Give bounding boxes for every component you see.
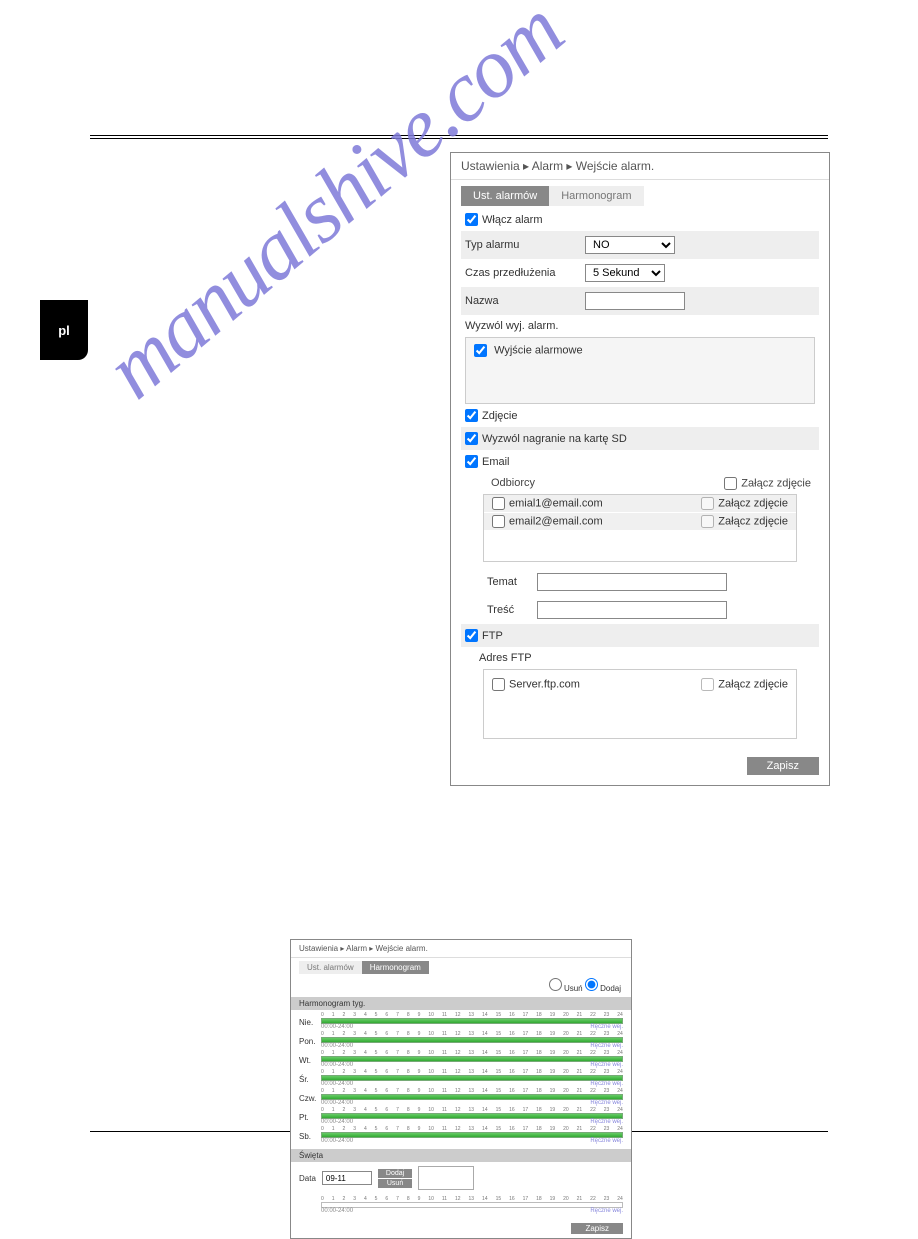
day-label: Sb.	[299, 1126, 321, 1141]
holiday-range: 00:00-24:00	[321, 1208, 353, 1214]
schedule-panel: Ustawienia ▸ Alarm ▸ Wejście alarm. Ust.…	[290, 939, 632, 1239]
recipient2-label: email2@email.com	[509, 515, 603, 527]
trigger-sd-checkbox[interactable]	[465, 432, 478, 445]
manual-entry-link[interactable]: Ręczne wej.	[590, 1119, 623, 1125]
time-range: 00:00-24:00	[321, 1119, 353, 1125]
save-button[interactable]: Zapisz	[747, 757, 819, 775]
day-label: Śr.	[299, 1069, 321, 1084]
holiday-manual-link[interactable]: Ręczne wej.	[590, 1208, 623, 1214]
tab-alarm-settings-2[interactable]: Ust. alarmów	[299, 961, 362, 974]
time-range: 00:00-24:00	[321, 1043, 353, 1049]
delete-radio-label: Usuń	[564, 984, 583, 993]
recipient2-checkbox[interactable]	[492, 515, 505, 528]
alarm-settings-panel: Ustawienia ▸ Alarm ▸ Wejście alarm. Ust.…	[450, 152, 830, 786]
extend-time-label: Czas przedłużenia	[465, 267, 585, 279]
schedule-day-row: Sb.0123456789101112131415161718192021222…	[299, 1126, 623, 1144]
recipient1-label: emial1@email.com	[509, 497, 603, 509]
ftp-checkbox[interactable]	[465, 629, 478, 642]
schedule-day-row: Pon.012345678910111213141516171819202122…	[299, 1031, 623, 1049]
attach-pic-header-checkbox[interactable]	[724, 477, 737, 490]
subject-label: Temat	[487, 576, 537, 588]
ftp-attach-label: Załącz zdjęcie	[718, 678, 788, 690]
alarm-type-select[interactable]: NO	[585, 236, 675, 254]
tab-schedule-2[interactable]: Harmonogram	[362, 961, 429, 974]
recipient2-attach-checkbox[interactable]	[701, 515, 714, 528]
enable-alarm-checkbox[interactable]	[465, 213, 478, 226]
save-button-2[interactable]: Zapisz	[571, 1223, 623, 1234]
delete-radio[interactable]	[549, 978, 562, 991]
add-radio-label: Dodaj	[600, 984, 621, 993]
tab-alarm-settings[interactable]: Ust. alarmów	[461, 186, 549, 206]
content-label: Treść	[487, 604, 537, 616]
ftp-server-label: Server.ftp.com	[509, 678, 580, 690]
recipients-header: Odbiorcy	[491, 477, 724, 490]
email-recipients-box: emial1@email.com Załącz zdjęcie email2@e…	[483, 494, 797, 562]
ftp-attach-checkbox[interactable]	[701, 678, 714, 691]
ftp-box: Server.ftp.com Załącz zdjęcie	[483, 669, 797, 739]
alarm-output-label: Wyjście alarmowe	[494, 344, 583, 356]
manual-entry-link[interactable]: Ręczne wej.	[590, 1138, 623, 1144]
alarm-type-label: Typ alarmu	[465, 239, 585, 251]
schedule-day-row: Pt.0123456789101112131415161718192021222…	[299, 1107, 623, 1125]
enable-alarm-label: Włącz alarm	[482, 214, 543, 226]
breadcrumb: Ustawienia ▸ Alarm ▸ Wejście alarm.	[451, 153, 829, 180]
day-label: Wt.	[299, 1050, 321, 1065]
ftp-server-checkbox[interactable]	[492, 678, 505, 691]
holiday-delete-button[interactable]: Usuń	[378, 1179, 412, 1188]
recipient1-checkbox[interactable]	[492, 497, 505, 510]
holiday-header: Święta	[291, 1149, 631, 1162]
email-checkbox[interactable]	[465, 455, 478, 468]
content-input[interactable]	[537, 601, 727, 619]
ftp-label: FTP	[482, 630, 503, 642]
snapshot-checkbox[interactable]	[465, 409, 478, 422]
subject-input[interactable]	[537, 573, 727, 591]
manual-entry-link[interactable]: Ręczne wej.	[590, 1024, 623, 1030]
date-input[interactable]	[322, 1171, 372, 1185]
name-input[interactable]	[585, 292, 685, 310]
time-range: 00:00-24:00	[321, 1081, 353, 1087]
recipient1-attach-checkbox[interactable]	[701, 497, 714, 510]
add-radio[interactable]	[585, 978, 598, 991]
schedule-day-row: Czw.012345678910111213141516171819202122…	[299, 1088, 623, 1106]
holiday-list-box	[418, 1166, 474, 1190]
breadcrumb-2: Ustawienia ▸ Alarm ▸ Wejście alarm.	[291, 940, 631, 958]
time-range: 00:00-24:00	[321, 1138, 353, 1144]
email-label: Email	[482, 456, 510, 468]
name-label: Nazwa	[465, 295, 585, 307]
day-label: Pt.	[299, 1107, 321, 1122]
language-tab: pl	[40, 300, 88, 360]
day-label: Nie.	[299, 1012, 321, 1027]
manual-entry-link[interactable]: Ręczne wej.	[590, 1043, 623, 1049]
trigger-sd-label: Wyzwól nagranie na kartę SD	[482, 433, 627, 445]
manual-entry-link[interactable]: Ręczne wej.	[590, 1100, 623, 1106]
manual-entry-link[interactable]: Ręczne wej.	[590, 1081, 623, 1087]
schedule-day-row: Śr.0123456789101112131415161718192021222…	[299, 1069, 623, 1087]
time-range: 00:00-24:00	[321, 1024, 353, 1030]
attach-pic-header-label: Załącz zdjęcie	[741, 477, 811, 489]
snapshot-label: Zdjęcie	[482, 410, 517, 422]
alarm-output-box: Wyjście alarmowe	[465, 337, 815, 404]
day-label: Pon.	[299, 1031, 321, 1046]
tab-schedule[interactable]: Harmonogram	[549, 186, 643, 206]
manual-entry-link[interactable]: Ręczne wej.	[590, 1062, 623, 1068]
schedule-day-row: Wt.0123456789101112131415161718192021222…	[299, 1050, 623, 1068]
holiday-add-button[interactable]: Dodaj	[378, 1169, 412, 1178]
trigger-output-label: Wyzwól wyj. alarm.	[465, 320, 558, 332]
alarm-output-checkbox[interactable]	[474, 344, 487, 357]
time-range: 00:00-24:00	[321, 1062, 353, 1068]
day-label: Czw.	[299, 1088, 321, 1103]
ftp-address-label: Adres FTP	[465, 652, 532, 664]
extend-time-select[interactable]: 5 Sekund	[585, 264, 665, 282]
time-range: 00:00-24:00	[321, 1100, 353, 1106]
recipient2-attach-label: Załącz zdjęcie	[718, 515, 788, 527]
date-label: Data	[299, 1174, 316, 1183]
recipient1-attach-label: Załącz zdjęcie	[718, 497, 788, 509]
weekly-schedule-header: Harmonogram tyg.	[291, 997, 631, 1010]
schedule-day-row: Nie.012345678910111213141516171819202122…	[299, 1012, 623, 1030]
